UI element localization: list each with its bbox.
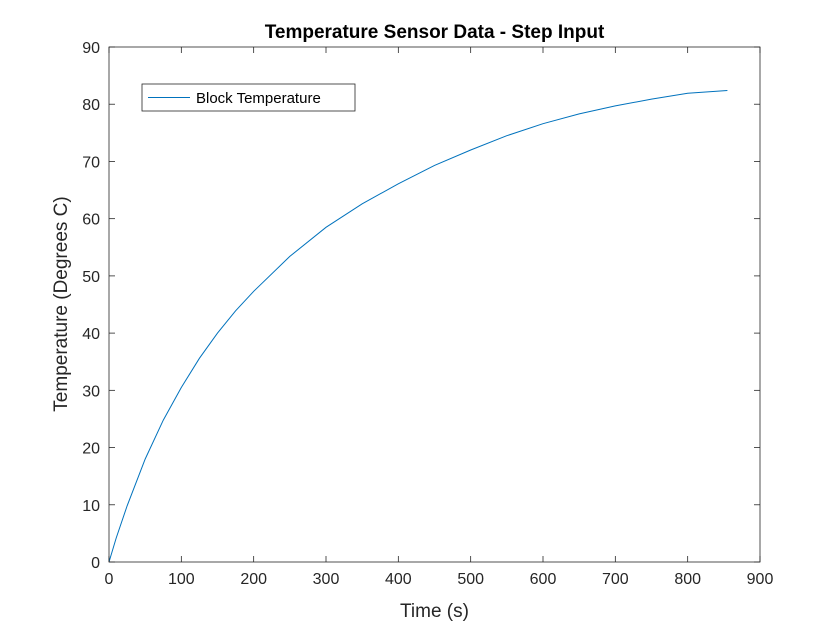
plot-area <box>109 47 760 562</box>
x-axis: 0 100 200 300 400 500 600 700 800 900 <box>105 47 774 588</box>
plot-frame <box>108 46 761 563</box>
y-tick-label: 40 <box>82 326 100 343</box>
y-tick-label: 50 <box>82 269 100 286</box>
x-tick-label: 600 <box>530 571 557 588</box>
y-tick-label: 80 <box>82 97 100 114</box>
x-tick-label: 900 <box>747 571 774 588</box>
y-axis: 0 10 20 30 40 50 60 70 80 90 <box>82 40 760 572</box>
x-tick-label: 500 <box>457 571 484 588</box>
y-tick-label: 10 <box>82 498 100 515</box>
x-tick-label: 800 <box>674 571 701 588</box>
y-tick-label: 70 <box>82 154 100 171</box>
x-tick-label: 100 <box>168 571 195 588</box>
series-line-block-temperature <box>108 90 728 563</box>
legend: Block Temperature <box>141 83 356 112</box>
chart-title: Temperature Sensor Data - Step Input <box>265 22 605 43</box>
x-tick-label: 400 <box>385 571 412 588</box>
x-tick-label: 300 <box>313 571 340 588</box>
y-tick-label: 60 <box>82 212 100 229</box>
x-tick-label: 700 <box>602 571 629 588</box>
y-tick-label: 90 <box>82 40 100 57</box>
x-axis-title: Time (s) <box>400 601 469 622</box>
y-tick-label: 30 <box>82 383 100 400</box>
y-axis-title: Temperature (Degrees C) <box>51 196 72 411</box>
legend-label: Block Temperature <box>196 90 321 107</box>
series-layer <box>108 90 728 563</box>
x-tick-label: 200 <box>240 571 267 588</box>
y-tick-label: 0 <box>91 555 100 572</box>
x-tick-label: 0 <box>105 571 114 588</box>
y-tick-label: 20 <box>82 441 100 458</box>
